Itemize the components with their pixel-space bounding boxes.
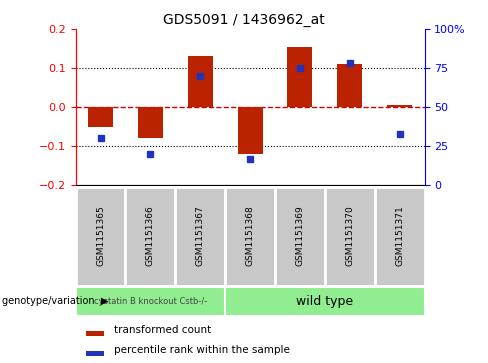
FancyBboxPatch shape: [225, 287, 425, 316]
Text: genotype/variation  ▶: genotype/variation ▶: [2, 296, 109, 306]
Text: GSM1151365: GSM1151365: [96, 205, 105, 266]
FancyBboxPatch shape: [175, 187, 225, 286]
Bar: [387, 105, 412, 107]
Bar: [238, 107, 263, 154]
FancyBboxPatch shape: [125, 187, 175, 286]
FancyBboxPatch shape: [375, 187, 425, 286]
FancyBboxPatch shape: [325, 187, 375, 286]
Text: GSM1151367: GSM1151367: [196, 205, 205, 266]
Text: GSM1151371: GSM1151371: [395, 205, 404, 266]
Text: wild type: wild type: [296, 295, 353, 308]
Text: GSM1151366: GSM1151366: [146, 205, 155, 266]
FancyBboxPatch shape: [76, 187, 125, 286]
Bar: [86, 331, 103, 336]
Bar: [188, 56, 213, 107]
FancyBboxPatch shape: [76, 287, 225, 316]
Text: cystatin B knockout Cstb-/-: cystatin B knockout Cstb-/-: [94, 297, 207, 306]
Bar: [337, 64, 362, 107]
Text: transformed count: transformed count: [114, 325, 211, 335]
FancyBboxPatch shape: [275, 187, 325, 286]
Text: GSM1151368: GSM1151368: [245, 205, 255, 266]
Bar: [287, 46, 312, 107]
Text: GSM1151369: GSM1151369: [295, 205, 305, 266]
Bar: [138, 107, 163, 138]
Bar: [88, 107, 113, 127]
Text: GSM1151370: GSM1151370: [346, 205, 354, 266]
Text: GDS5091 / 1436962_at: GDS5091 / 1436962_at: [163, 13, 325, 27]
Text: percentile rank within the sample: percentile rank within the sample: [114, 345, 290, 355]
FancyBboxPatch shape: [225, 187, 275, 286]
Bar: [86, 351, 103, 356]
